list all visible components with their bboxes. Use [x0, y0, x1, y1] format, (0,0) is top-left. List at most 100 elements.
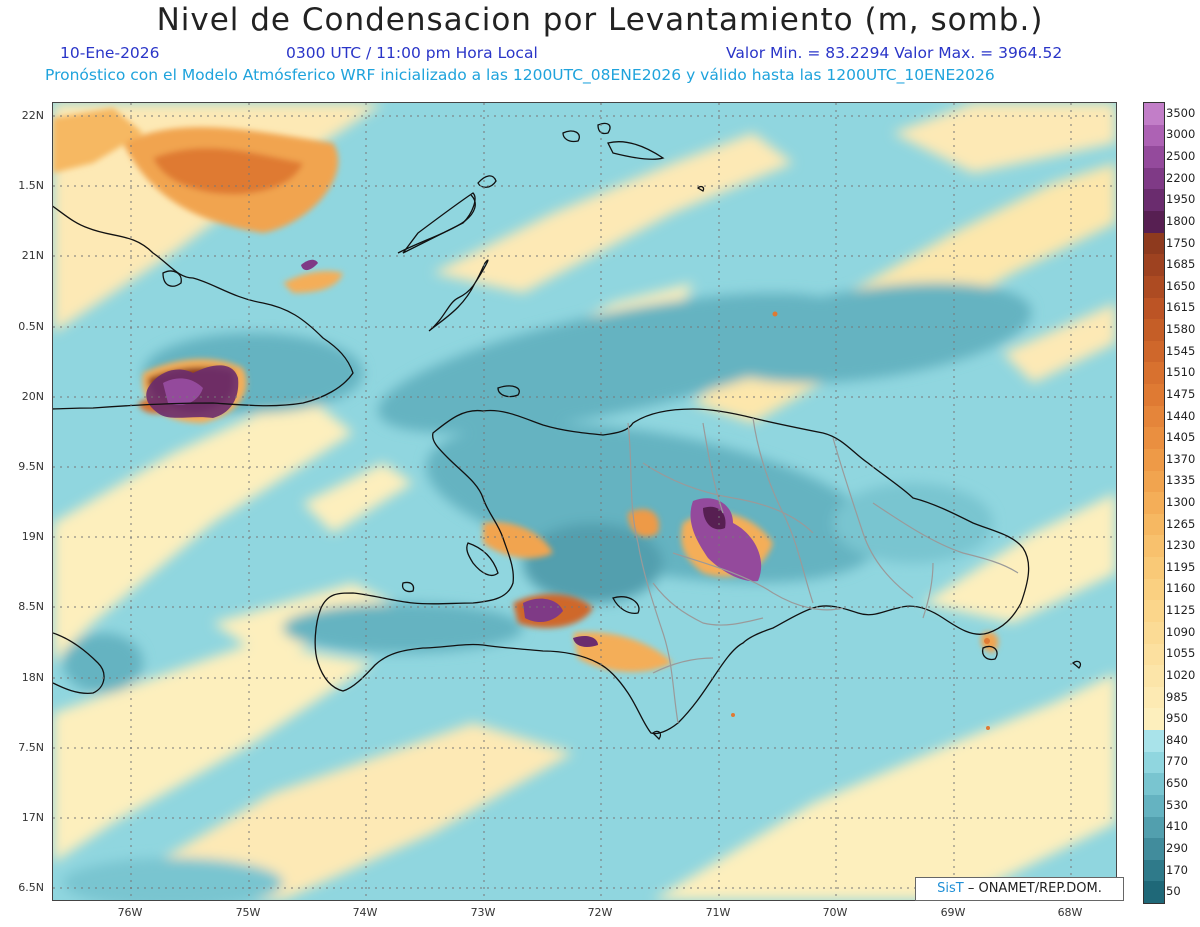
legend-swatch: [1144, 384, 1164, 407]
legend-label: 1475: [1166, 386, 1196, 401]
legend-swatch: [1144, 665, 1164, 688]
legend-swatch: [1144, 838, 1164, 861]
valid-date: 10-Ene-2026: [60, 44, 160, 62]
legend-label: 290: [1166, 840, 1188, 855]
legend-label: 170: [1166, 862, 1188, 877]
lat-label: 6.5N: [18, 881, 44, 894]
legend-swatch: [1144, 254, 1164, 277]
legend-swatch: [1144, 189, 1164, 212]
legend-swatch: [1144, 492, 1164, 515]
legend-label: 1300: [1166, 495, 1196, 509]
legend-swatch: [1144, 167, 1164, 190]
lat-label: 19N: [21, 530, 44, 543]
legend-label: 1020: [1166, 667, 1196, 682]
legend-swatch: [1144, 794, 1164, 817]
legend-swatch: [1144, 881, 1164, 904]
min-max-values: Valor Min. = 83.2294 Valor Max. = 3964.5…: [726, 44, 1063, 62]
legend-swatch: [1144, 405, 1164, 428]
lat-label: 7.5N: [18, 741, 44, 754]
credit-box: SisT – ONAMET/REP.DOM.: [915, 877, 1124, 901]
legend-label: 840: [1166, 732, 1188, 747]
legend-swatch: [1144, 146, 1164, 169]
lat-label: 21N: [21, 249, 44, 262]
legend-swatch: [1144, 686, 1164, 709]
legend-swatch: [1144, 816, 1164, 839]
legend-swatch: [1144, 319, 1164, 342]
legend-label: 1405: [1166, 430, 1196, 445]
lcl-field: [53, 103, 1116, 900]
sistema-logo: SisT: [937, 881, 964, 896]
legend-swatch: [1144, 362, 1164, 385]
legend-swatch: [1144, 557, 1164, 580]
model-info: Pronóstico con el Modelo Atmósferico WRF…: [45, 66, 995, 84]
lat-label: 1.5N: [18, 179, 44, 192]
legend-swatch: [1144, 470, 1164, 493]
coastlines: [53, 122, 1082, 741]
map-title: Nivel de Condensacion por Levantamiento …: [156, 2, 1044, 38]
legend-swatch: [1144, 859, 1164, 882]
legend-label: 1800: [1166, 213, 1196, 228]
lat-label: 17N: [21, 811, 44, 824]
legend-swatch: [1144, 427, 1164, 450]
lon-label: 69W: [940, 906, 966, 919]
legend-label: 1265: [1166, 516, 1196, 531]
legend-label: 1090: [1166, 624, 1196, 639]
lon-label: 74W: [352, 906, 378, 919]
legend-swatch: [1144, 751, 1164, 774]
legend-label: 50: [1166, 884, 1181, 899]
lat-label: 18N: [21, 671, 44, 684]
legend-label: 1370: [1166, 451, 1196, 466]
lat-label: 0.5N: [18, 320, 44, 333]
legend-swatch: [1144, 297, 1164, 320]
legend-label: 1750: [1166, 235, 1196, 250]
lat-label: 9.5N: [18, 460, 44, 473]
legend-swatch: [1144, 275, 1164, 299]
map-area[interactable]: [52, 102, 1117, 901]
lat-label: 8.5N: [18, 600, 44, 613]
legend-label: 410: [1166, 819, 1188, 834]
legend-swatch: [1144, 708, 1164, 731]
legend-label: 1685: [1166, 257, 1196, 272]
legend-swatch: [1144, 621, 1164, 645]
lon-label: 68W: [1057, 906, 1083, 919]
lon-label: 72W: [587, 906, 613, 919]
legend-label: 3500: [1166, 105, 1196, 120]
legend-label: 1545: [1166, 343, 1196, 358]
legend-label: 1230: [1166, 538, 1196, 553]
legend-label: 1195: [1166, 559, 1196, 574]
legend-label: 1125: [1166, 603, 1196, 618]
legend-label: 1440: [1166, 408, 1196, 423]
legend-swatch: [1144, 232, 1164, 255]
legend-swatch: [1144, 730, 1164, 753]
lat-label: 20N: [21, 390, 44, 403]
legend-label: 650: [1166, 776, 1188, 791]
legend-swatch: [1144, 103, 1164, 126]
legend-swatch: [1144, 535, 1164, 558]
legend-label: 770: [1166, 754, 1188, 769]
lon-label: 71W: [705, 906, 731, 919]
legend-swatch: [1144, 340, 1164, 363]
legend-label: 1615: [1166, 300, 1196, 315]
legend-swatch: [1144, 643, 1164, 666]
valid-time: 0300 UTC / 11:00 pm Hora Local: [286, 44, 538, 62]
legend-label: 1950: [1166, 192, 1196, 207]
lon-label: 76W: [117, 906, 143, 919]
lat-label: 22N: [21, 109, 44, 122]
legend-swatch: [1144, 124, 1164, 147]
legend-label: 1650: [1166, 278, 1196, 293]
legend-label: 530: [1166, 797, 1188, 812]
legend-swatch: [1144, 600, 1164, 623]
legend-swatch: [1144, 448, 1164, 472]
legend-label: 1510: [1166, 365, 1196, 380]
color-legend: [1143, 102, 1165, 904]
legend-swatch: [1144, 578, 1164, 601]
lon-label: 73W: [470, 906, 496, 919]
legend-label: 3000: [1166, 127, 1196, 142]
legend-label: 950: [1166, 711, 1188, 726]
legend-label: 2200: [1166, 170, 1196, 185]
legend-swatch: [1144, 211, 1164, 234]
legend-label: 1335: [1166, 473, 1196, 488]
credit-text: – ONAMET/REP.DOM.: [967, 881, 1102, 896]
province-borders: [627, 417, 1019, 724]
legend-label: 1160: [1166, 581, 1196, 596]
